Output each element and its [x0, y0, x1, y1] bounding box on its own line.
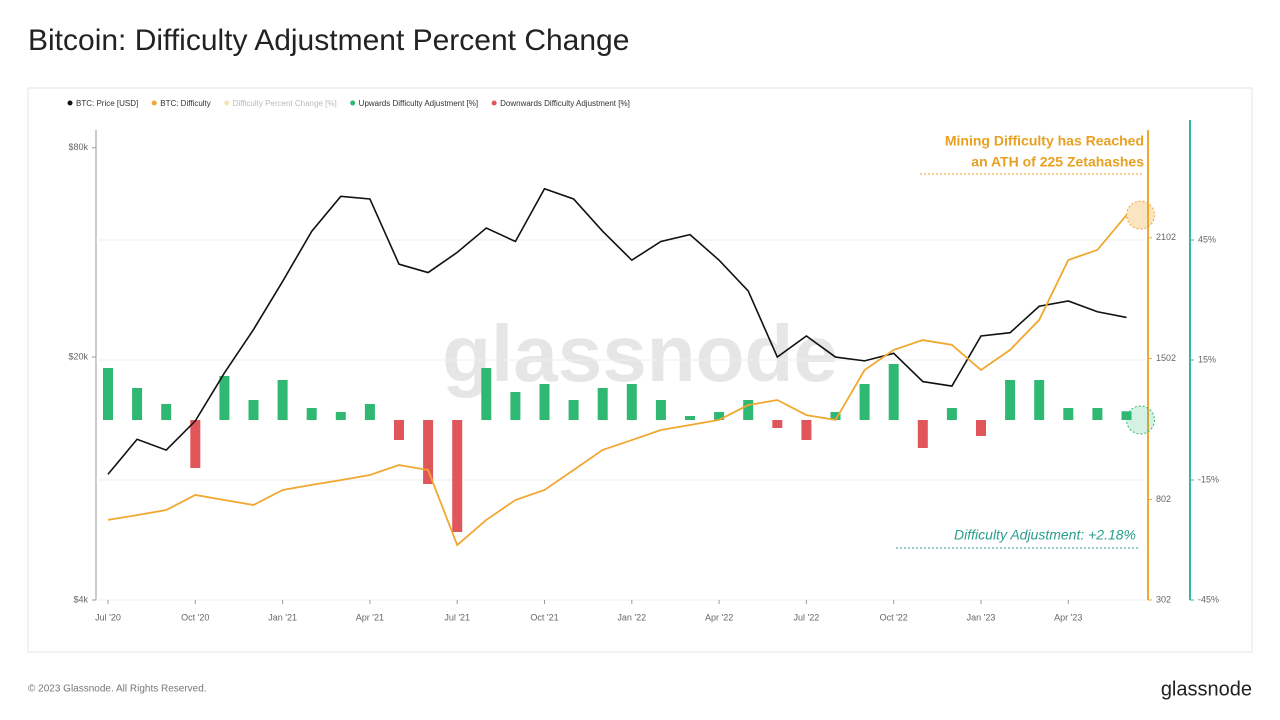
bar	[481, 368, 492, 420]
bar	[655, 400, 666, 420]
bar	[859, 384, 870, 420]
x-tick-label: Jan '21	[268, 612, 297, 622]
bar	[976, 420, 986, 436]
y2-tick-label: 1502	[1156, 353, 1176, 363]
bar	[626, 384, 637, 420]
bar	[888, 364, 899, 420]
y-tick-label: $80k	[68, 142, 88, 152]
x-tick-label: Oct '22	[880, 612, 908, 622]
x-tick-label: Jul '21	[444, 612, 470, 622]
x-tick-label: Apr '23	[1054, 612, 1082, 622]
bar	[510, 392, 521, 420]
bar	[1063, 408, 1074, 420]
bar	[161, 404, 172, 420]
bar	[248, 400, 259, 420]
bar	[364, 404, 375, 420]
annotation: Difficulty Adjustment: +2.18%	[954, 527, 1136, 543]
y-tick-label: $4k	[73, 594, 88, 604]
bar	[1005, 380, 1016, 420]
x-tick-label: Jul '20	[95, 612, 121, 622]
highlight	[1126, 405, 1155, 435]
legend-marker	[350, 100, 356, 106]
line	[107, 187, 1127, 475]
bar	[277, 380, 288, 420]
chart-frame	[27, 87, 1253, 653]
x-tick-label: Jan '22	[617, 612, 646, 622]
bar	[306, 408, 317, 420]
bar	[103, 368, 113, 420]
highlight	[1126, 200, 1155, 230]
legend-label: Downwards Difficulty Adjustment [%]	[500, 99, 630, 108]
annotation: Mining Difficulty has Reached	[945, 133, 1144, 149]
bar	[132, 388, 143, 420]
legend-marker	[224, 100, 230, 106]
footer: © 2023 Glassnode. All Rights Reserved.	[28, 684, 207, 695]
line	[107, 214, 1128, 547]
bar	[394, 420, 404, 440]
brand-logo: glassnode	[1161, 678, 1252, 700]
bar	[801, 420, 812, 440]
y3-tick-label: 15%	[1198, 354, 1216, 364]
bar	[568, 400, 579, 420]
x-tick-label: Oct '21	[530, 612, 558, 622]
bar	[714, 412, 725, 420]
y2-tick-label: 802	[1156, 494, 1171, 504]
bar	[917, 420, 928, 448]
x-tick-label: Oct '20	[181, 612, 209, 622]
x-tick-label: Jul '22	[794, 612, 820, 622]
bar	[335, 412, 346, 420]
bar	[1092, 408, 1103, 420]
y3-tick-label: -45%	[1198, 594, 1219, 604]
x-tick-label: Apr '22	[705, 612, 733, 622]
annotation: an ATH of 225 Zetahashes	[971, 154, 1144, 170]
y3-tick-label: 45%	[1198, 234, 1216, 244]
bar	[597, 388, 608, 420]
x-tick-label: Apr '21	[356, 612, 384, 622]
watermark: glassnode	[442, 309, 838, 398]
legend-marker	[151, 100, 157, 106]
bar	[685, 416, 695, 420]
legend-marker	[491, 100, 497, 106]
y-tick-label: $20k	[68, 351, 88, 361]
bar	[452, 420, 463, 532]
y2-tick-label: 2102	[1156, 232, 1176, 242]
legend-label: BTC: Price [USD]	[76, 99, 138, 108]
y2-tick-label: 302	[1156, 594, 1171, 604]
legend-label: Difficulty Percent Change [%]	[233, 99, 337, 108]
legend-label: BTC: Difficulty	[160, 99, 211, 108]
chart-title: Bitcoin: Difficulty Adjustment Percent C…	[28, 24, 629, 57]
bar	[1034, 380, 1045, 420]
y3-tick-label: -15%	[1198, 474, 1219, 484]
bar	[772, 420, 783, 428]
bar	[539, 384, 550, 420]
bar	[743, 400, 754, 420]
bar	[830, 412, 841, 420]
legend-label: Upwards Difficulty Adjustment [%]	[359, 99, 478, 108]
bar	[190, 420, 201, 468]
x-tick-label: Jan '23	[967, 612, 996, 622]
bar	[946, 408, 957, 420]
legend-marker	[67, 100, 73, 106]
bar	[219, 376, 230, 420]
bar	[1121, 411, 1132, 420]
bar	[423, 420, 434, 484]
